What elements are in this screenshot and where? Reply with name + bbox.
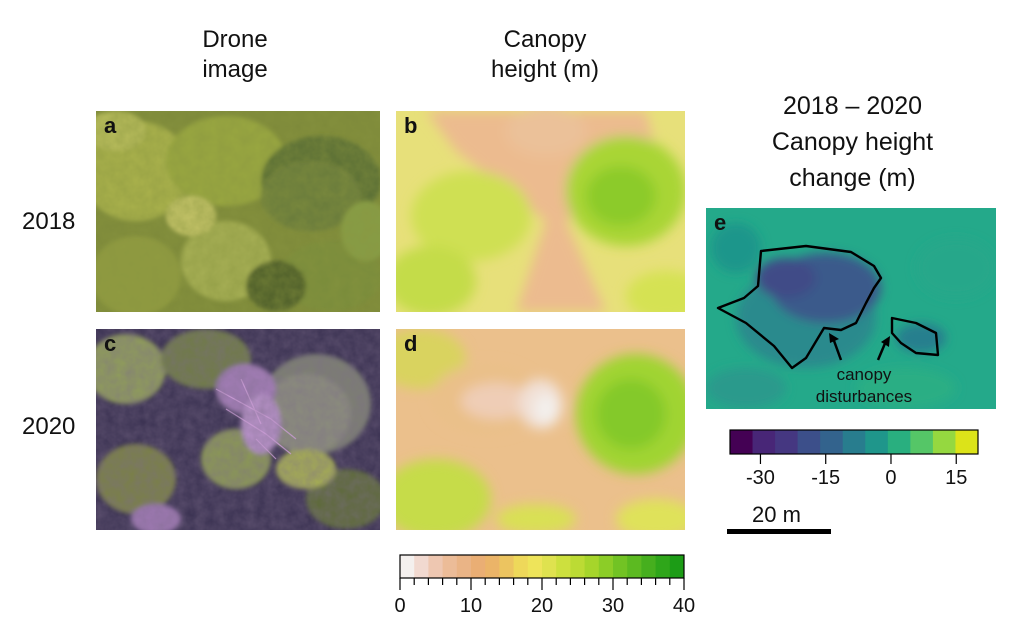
panel-letter-b: b — [404, 113, 418, 138]
height-color-step — [627, 555, 642, 578]
scale-bar-line — [727, 529, 831, 534]
change-color-step — [797, 430, 821, 454]
height-tick-label: 40 — [673, 595, 695, 617]
disturbance-outline-large — [716, 244, 883, 370]
panel-letter-c: c — [104, 331, 117, 356]
height-color-step — [456, 555, 472, 578]
change-color-step — [820, 430, 844, 454]
height-color-step — [556, 555, 571, 578]
annotation-line-1: canopy — [837, 365, 892, 384]
arrow-left-shaft — [831, 337, 843, 361]
drone-column-title: Drone image — [170, 25, 300, 85]
change-column-title: 2018 – 2020 Canopy height change (m) — [740, 88, 965, 196]
row-label-2020: 2020 — [22, 413, 76, 440]
height-color-step — [428, 555, 444, 578]
canopy-height-map-2018 — [396, 111, 685, 312]
change-tick-label: 0 — [885, 467, 896, 489]
change-title-line-1: 2018 – 2020 — [782, 92, 923, 120]
canopy-height-colorbar-svg: 0 10 20 30 40 — [394, 554, 695, 617]
height-change-map: canopy disturbances — [706, 208, 996, 409]
panel-letter-a: a — [104, 113, 117, 138]
height-color-step — [442, 555, 458, 578]
change-color-step — [865, 430, 889, 454]
height-color-step — [400, 555, 415, 578]
change-color-step — [752, 430, 776, 454]
change-tick-label: -30 — [746, 467, 775, 489]
height-color-step — [613, 555, 628, 578]
height-color-step — [499, 555, 515, 578]
row-label-2018: 2018 — [22, 208, 76, 235]
panel-a-drone-2018: a — [96, 111, 380, 312]
canopy-title-line-1: Canopy — [503, 26, 587, 53]
height-tick-label: 20 — [531, 595, 553, 617]
panel-b-height-2018: b — [396, 111, 685, 312]
height-change-colorbar: -30 -15 0 15 — [720, 425, 980, 495]
change-color-step — [955, 430, 979, 454]
change-color-step — [910, 430, 934, 454]
scale-bar-label: 20 m — [752, 502, 801, 527]
panel-d-height-2020: d — [396, 329, 685, 530]
height-color-step — [584, 555, 600, 578]
height-color-step — [641, 555, 657, 578]
canopy-height-colorbar: 0 10 20 30 40 — [390, 550, 700, 620]
change-color-step — [775, 430, 799, 454]
change-title-line-2: Canopy height — [771, 128, 934, 156]
height-color-step — [542, 555, 557, 578]
drone-image-2018 — [96, 111, 380, 312]
height-color-step — [485, 555, 500, 578]
change-color-step — [932, 430, 956, 454]
annotation-line-2: disturbances — [816, 387, 912, 406]
change-colorbar-frame — [729, 429, 979, 455]
canopy-title-line-2: height (m) — [490, 56, 600, 83]
drone-title-line-1: Drone — [202, 26, 268, 53]
panel-e-height-change: canopy disturbances e — [706, 208, 996, 409]
canopy-height-map-2020 — [396, 329, 685, 530]
canopy-column-title: Canopy height (m) — [460, 25, 630, 85]
change-tick-label: 15 — [945, 467, 967, 489]
change-title-line-3: change (m) — [789, 164, 916, 192]
height-color-step — [513, 555, 529, 578]
change-color-step — [842, 430, 866, 454]
height-color-step — [669, 555, 685, 578]
drone-title-line-2: image — [202, 56, 268, 83]
height-color-step — [570, 555, 586, 578]
height-color-step — [527, 555, 543, 578]
change-color-step — [730, 430, 754, 454]
height-tick-label: 0 — [394, 595, 405, 617]
height-change-colorbar-svg: -30 -15 0 15 — [729, 429, 979, 489]
height-tick-label: 30 — [602, 595, 624, 617]
change-tick-label: -15 — [811, 467, 840, 489]
panel-c-drone-2020: c — [96, 329, 380, 530]
height-color-step — [471, 555, 486, 578]
panel-letter-d: d — [404, 331, 418, 356]
height-color-step — [598, 555, 614, 578]
height-color-step — [414, 555, 429, 578]
arrow-left-head — [829, 333, 839, 343]
panel-letter-e: e — [714, 210, 727, 235]
height-color-step — [655, 555, 671, 578]
arrow-right-head — [881, 336, 890, 347]
disturbance-outline-small — [890, 316, 940, 357]
change-color-step — [887, 430, 911, 454]
height-tick-label: 10 — [460, 595, 482, 617]
drone-image-2020 — [96, 329, 380, 530]
